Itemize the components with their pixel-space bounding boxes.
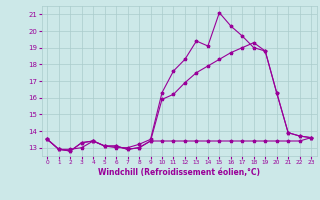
X-axis label: Windchill (Refroidissement éolien,°C): Windchill (Refroidissement éolien,°C) [98,168,260,177]
